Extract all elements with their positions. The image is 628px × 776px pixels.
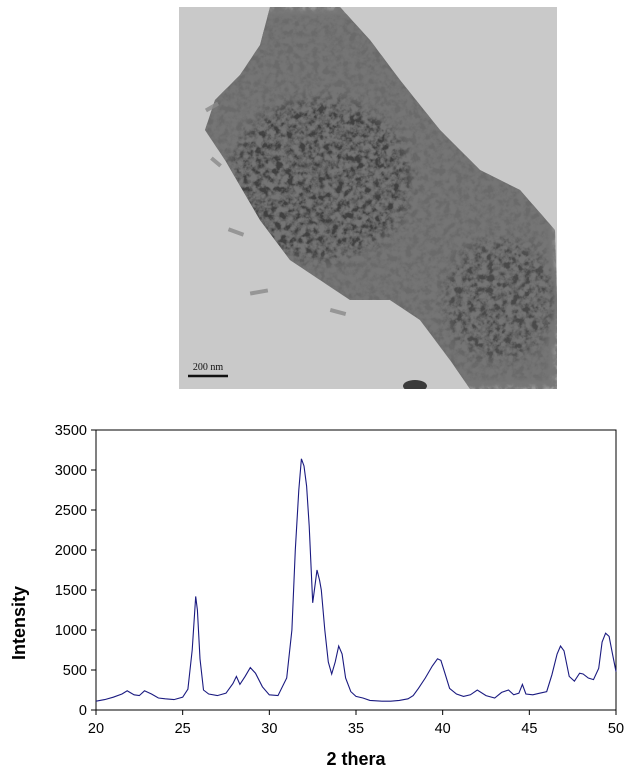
x-axis: 20 25 30 35 40 45 50	[88, 710, 624, 737]
intensity-series-line	[95, 458, 617, 702]
y-tick-label: 2000	[55, 543, 87, 559]
y-tick-label: 1000	[55, 623, 87, 639]
x-tick-label: 45	[521, 721, 537, 737]
x-tick-label: 25	[175, 721, 191, 737]
x-tick-label: 50	[608, 721, 624, 737]
x-tick-label: 35	[348, 721, 364, 737]
y-axis-title: Intensity	[9, 586, 29, 660]
scale-bar-label: 200 nm	[193, 362, 224, 373]
xrd-chart: 0 500 1000 1500 2000 2500 3000 3500 20 25 30 35 40 4…	[9, 423, 624, 769]
x-tick-label: 30	[261, 721, 277, 737]
plot-area	[95, 429, 617, 711]
y-tick-label: 3500	[55, 423, 87, 439]
y-tick-label: 0	[79, 703, 87, 719]
y-tick-label: 3000	[55, 463, 87, 479]
y-tick-label: 500	[63, 663, 87, 679]
plot-border	[95, 429, 617, 711]
y-tick-label: 1500	[55, 583, 87, 599]
x-tick-label: 20	[88, 721, 104, 737]
y-tick-label: 2500	[55, 503, 87, 519]
x-tick-label: 40	[435, 721, 451, 737]
x-axis-title: 2 thera	[326, 749, 386, 769]
tem-micrograph: 200 nm	[179, 7, 557, 389]
y-axis: 0 500 1000 1500 2000 2500 3000 3500	[55, 423, 96, 719]
